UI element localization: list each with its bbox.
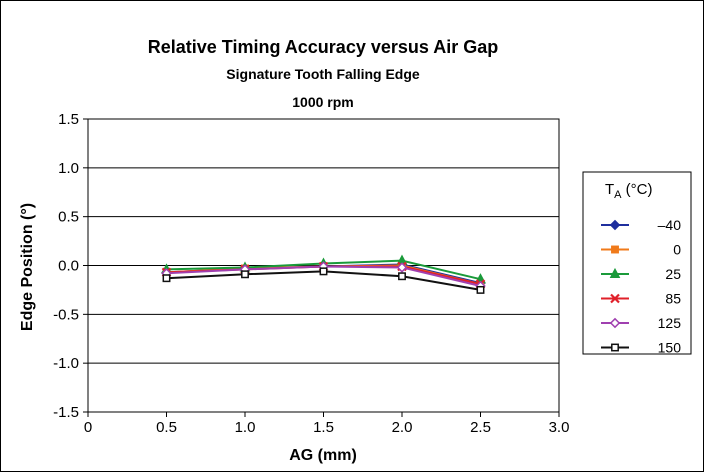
y-axis-ticks: 1.5 1.0 0.5 0.0 -0.5 -1.0 -1.5 — [53, 111, 88, 421]
legend-label: 125 — [658, 315, 682, 331]
x-tick-label: 0 — [84, 419, 92, 436]
x-tick-label: 1.5 — [313, 419, 334, 436]
y-tick-label: -1.0 — [53, 355, 79, 372]
data-point — [319, 267, 328, 276]
y-tick-label: 0.0 — [58, 258, 79, 275]
y-tick-label: -0.5 — [53, 306, 79, 323]
legend-label: –40 — [658, 217, 682, 233]
legend: TA (°C) –40 0 25 85 125 150 — [582, 171, 692, 356]
data-point — [398, 272, 406, 281]
legend-label: 0 — [673, 242, 681, 258]
chart-subtitle: Signature Tooth Falling Edge — [226, 66, 420, 82]
legend-item: 85 — [601, 291, 681, 307]
y-tick-label: 1.0 — [58, 160, 79, 177]
legend-label: 25 — [665, 266, 681, 282]
legend-title-main: T — [605, 181, 614, 198]
legend-item: –40 — [601, 217, 681, 233]
legend-marker — [611, 245, 619, 254]
legend-item: 150 — [601, 340, 681, 356]
data-point — [476, 285, 485, 294]
x-axis-ticks: 0 0.5 1.0 1.5 2.0 2.5 3.0 — [84, 412, 570, 436]
legend-title-sub: A — [614, 189, 622, 201]
legend-item: 25 — [601, 266, 681, 282]
y-tick-label: 1.5 — [58, 111, 79, 128]
chart-title: Relative Timing Accuracy versus Air Gap — [148, 37, 498, 57]
legend-item: 125 — [601, 315, 681, 331]
series-5 — [162, 267, 485, 294]
y-tick-label: -1.5 — [53, 404, 79, 421]
legend-marker — [609, 219, 621, 231]
x-tick-label: 0.5 — [156, 419, 177, 436]
x-tick-label: 2.0 — [392, 419, 413, 436]
legend-title: TA (°C) — [605, 181, 653, 201]
x-tick-label: 3.0 — [549, 419, 570, 436]
legend-label: 150 — [658, 340, 682, 356]
legend-marker — [610, 293, 620, 304]
legend-item: 0 — [601, 242, 681, 258]
y-tick-label: 0.5 — [58, 209, 79, 226]
legend-label: 85 — [665, 291, 681, 307]
data-point — [396, 262, 408, 273]
x-tick-label: 1.0 — [235, 419, 256, 436]
legend-marker — [611, 343, 619, 352]
data-point — [241, 270, 249, 279]
x-axis-label: AG (mm) — [289, 447, 357, 464]
y-axis-label: Edge Position (°) — [19, 203, 36, 331]
legend-title-unit: (°C) — [622, 181, 653, 198]
legend-items: –40 0 25 85 125 150 — [601, 217, 681, 356]
data-point — [162, 274, 171, 283]
chart-subtitle-rpm: 1000 rpm — [292, 94, 353, 110]
legend-marker — [609, 267, 621, 278]
series-layer — [161, 254, 486, 294]
x-tick-label: 2.5 — [470, 419, 491, 436]
legend-marker — [609, 317, 621, 329]
